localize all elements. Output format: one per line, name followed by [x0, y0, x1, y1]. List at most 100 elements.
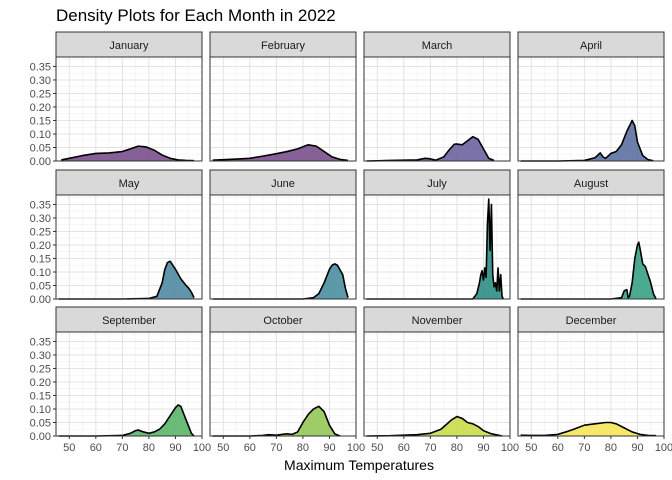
x-tick-label: 70: [270, 442, 282, 454]
facet-border-october: [209, 331, 357, 437]
density-area-july: [366, 199, 504, 299]
chart-title: Density Plots for Each Month in 2022: [56, 6, 336, 25]
facet-border-february: [209, 56, 357, 162]
facet-strip-june: [209, 169, 357, 196]
y-tick-label: 0.35: [30, 61, 51, 73]
facet-label-february: February: [261, 40, 306, 52]
x-tick-label: 70: [578, 442, 590, 454]
x-tick-label: 60: [398, 442, 410, 454]
density-area-april: [520, 120, 654, 161]
y-tick-label: 0.30: [30, 213, 51, 225]
x-tick-label: 50: [217, 442, 229, 454]
y-tick-label: 0.35: [30, 336, 51, 348]
density-area-february: [212, 144, 349, 161]
x-tick-label: 90: [323, 442, 335, 454]
facet-strip-july: [363, 169, 511, 196]
x-tick-label: 60: [90, 442, 102, 454]
x-tick-label: 70: [424, 442, 436, 454]
x-tick-label: 90: [169, 442, 181, 454]
y-tick-label: 0.15: [30, 253, 51, 265]
facet-label-april: April: [580, 40, 602, 52]
facet-strip-october: [209, 306, 357, 333]
density-area-october: [212, 406, 341, 436]
facet-label-august: August: [574, 178, 608, 190]
y-tick-label: 0.25: [30, 363, 51, 375]
y-tick-label: 0.20: [30, 102, 51, 114]
y-tick-label: 0.25: [30, 88, 51, 100]
y-tick-label: 0.05: [30, 142, 51, 154]
x-axis-title: Maximum Temperatures: [284, 457, 434, 473]
y-tick-label: 0.00: [30, 156, 51, 168]
density-line-december: [520, 421, 657, 437]
y-tick-label: 0.25: [30, 226, 51, 238]
density-line-november: [366, 415, 503, 437]
density-line-january: [61, 145, 195, 162]
x-tick-label: 70: [116, 442, 128, 454]
facet-label-march: March: [422, 40, 453, 52]
x-tick-label: 50: [525, 442, 537, 454]
facet-strip-december: [517, 306, 665, 333]
x-tick-label: 100: [193, 442, 211, 454]
x-tick-label: 50: [371, 442, 383, 454]
x-tick-label: 50: [63, 442, 75, 454]
facet-panel-march: [364, 57, 510, 161]
facet-label-november: November: [412, 315, 463, 327]
facet-border-july: [363, 194, 511, 300]
y-tick-label: 0.00: [30, 294, 51, 306]
facet-panel-february: [210, 57, 356, 161]
facet-strip-march: [363, 31, 511, 58]
x-tick-label: 90: [631, 442, 643, 454]
y-tick-label: 0.10: [30, 129, 51, 141]
density-area-december: [520, 422, 657, 436]
x-tick-label: 100: [501, 442, 519, 454]
y-tick-label: 0.10: [30, 404, 51, 416]
facet-border-june: [209, 194, 357, 300]
facet-label-september: September: [102, 315, 156, 327]
facet-panel-november: [364, 332, 510, 436]
y-tick-label: 0.15: [30, 390, 51, 402]
facet-border-september: [55, 331, 203, 437]
y-tick-label: 0.10: [30, 267, 51, 279]
x-tick-label: 100: [347, 442, 365, 454]
facet-strip-january: [55, 31, 203, 58]
x-tick-label: 80: [143, 442, 155, 454]
facet-strip-september: [55, 306, 203, 333]
density-area-january: [61, 146, 195, 161]
facet-border-may: [55, 194, 203, 300]
x-tick-label: 80: [297, 442, 309, 454]
y-tick-label: 0.05: [30, 417, 51, 429]
y-tick-label: 0.30: [30, 350, 51, 362]
facet-label-january: January: [109, 40, 149, 52]
y-tick-label: 0.30: [30, 75, 51, 87]
facet-border-march: [363, 56, 511, 162]
x-tick-label: 80: [605, 442, 617, 454]
facet-strip-august: [517, 169, 665, 196]
density-line-september: [58, 404, 195, 437]
density-area-march: [366, 136, 495, 161]
facet-border-december: [517, 331, 665, 437]
facet-border-april: [517, 56, 665, 162]
x-tick-label: 60: [244, 442, 256, 454]
y-tick-label: 0.00: [30, 431, 51, 443]
facet-strip-february: [209, 31, 357, 58]
facet-label-may: May: [119, 178, 140, 190]
facet-panel-january: [56, 57, 202, 161]
facet-border-november: [363, 331, 511, 437]
facet-strip-may: [55, 169, 203, 196]
density-line-august: [520, 241, 657, 300]
density-area-september: [58, 404, 195, 436]
density-line-april: [520, 119, 654, 162]
facet-panel-october: [210, 332, 356, 436]
y-tick-label: 0.15: [30, 115, 51, 127]
density-area-june: [212, 263, 349, 299]
density-line-february: [212, 143, 349, 162]
facet-label-july: July: [427, 178, 447, 190]
x-tick-label: 90: [477, 442, 489, 454]
x-tick-label: 80: [451, 442, 463, 454]
density-line-march: [366, 135, 495, 162]
y-tick-label: 0.20: [30, 377, 51, 389]
density-area-august: [520, 242, 657, 299]
x-tick-label: 100: [655, 442, 672, 454]
density-line-october: [212, 405, 341, 437]
